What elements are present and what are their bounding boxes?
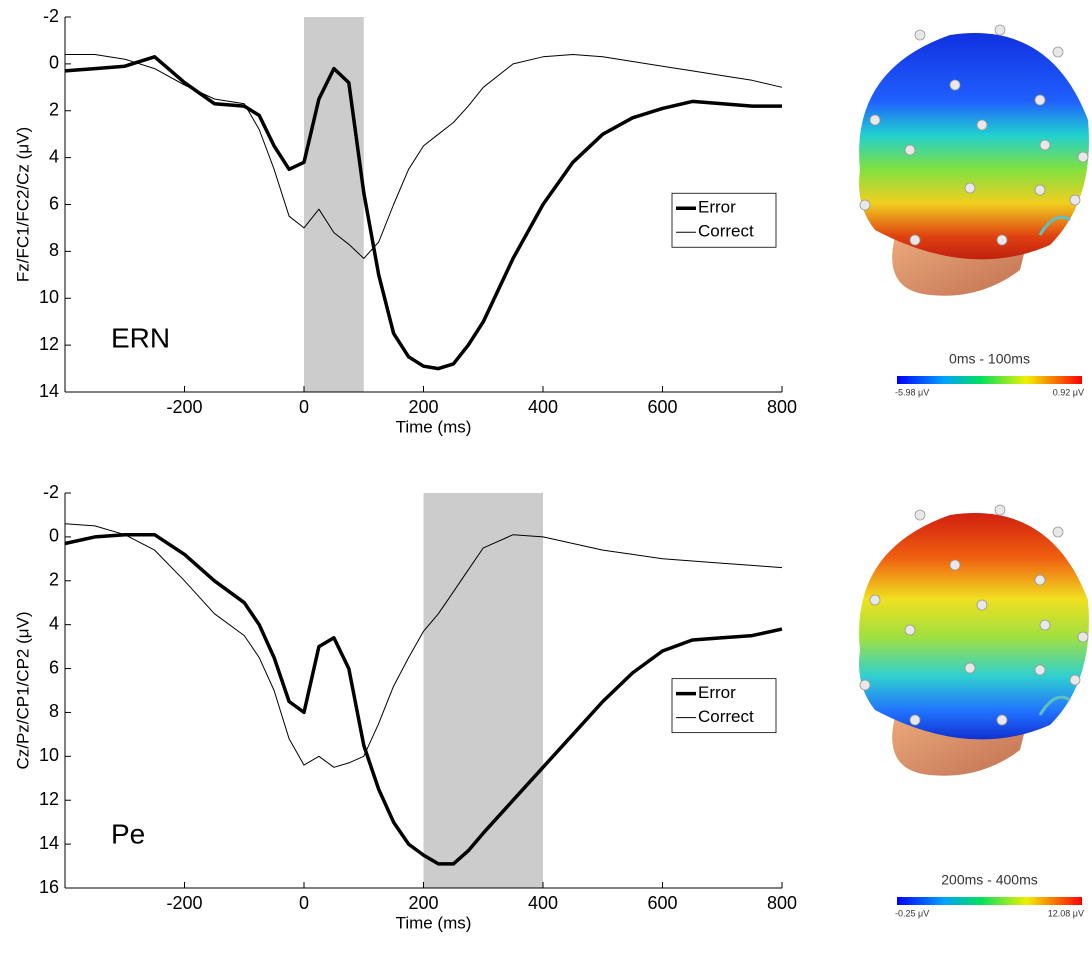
electrode xyxy=(1052,526,1064,538)
x-tick-label: 400 xyxy=(528,893,558,913)
y-tick-label: 14 xyxy=(39,381,59,401)
x-tick-label: 600 xyxy=(647,893,677,913)
electrode xyxy=(1034,184,1046,196)
x-axis-label: Time (ms) xyxy=(396,417,472,436)
electrode xyxy=(976,599,988,611)
y-tick-label: 0 xyxy=(49,526,59,546)
series-line xyxy=(64,532,783,866)
colorbar-max: 0.92 μV xyxy=(1053,387,1084,397)
legend-box xyxy=(671,678,777,734)
head-ear xyxy=(1038,695,1071,716)
electrode xyxy=(1052,46,1064,58)
electrode xyxy=(1039,139,1051,151)
legend-label: Error xyxy=(698,683,736,702)
legend-label: Correct xyxy=(698,222,754,241)
electrode xyxy=(994,504,1006,516)
y-tick-label: 2 xyxy=(49,570,59,590)
y-tick-label: 10 xyxy=(39,287,59,307)
colorbar-min: -5.98 μV xyxy=(895,387,929,397)
electrode xyxy=(976,119,988,131)
y-axis-label: Fz/FC1/FC2/Cz (μV) xyxy=(13,127,32,282)
colorbar-min: -0.25 μV xyxy=(895,908,929,918)
x-tick-label: 800 xyxy=(767,893,797,913)
y-tick-label: 10 xyxy=(39,745,59,765)
head-scalp xyxy=(859,33,1089,260)
electrode xyxy=(964,662,976,674)
topomap-head xyxy=(859,24,1089,296)
electrode xyxy=(1077,631,1089,643)
electrode xyxy=(994,24,1006,36)
series-line xyxy=(64,55,782,371)
y-tick-label: -2 xyxy=(43,482,59,502)
topomap-head xyxy=(859,504,1089,776)
x-axis-label: Time (ms) xyxy=(396,913,472,932)
y-tick-label: 8 xyxy=(49,701,59,721)
electrode xyxy=(1069,674,1081,686)
x-tick-label: 600 xyxy=(647,397,677,417)
x-tick-label: 0 xyxy=(299,397,309,417)
legend-box xyxy=(671,192,777,248)
x-tick-label: 200 xyxy=(408,893,438,913)
annotation: Pe xyxy=(111,818,145,849)
x-tick-label: 400 xyxy=(528,397,558,417)
electrode xyxy=(909,714,921,726)
electrode xyxy=(869,594,881,606)
electrode xyxy=(859,679,871,691)
y-tick-label: 4 xyxy=(49,146,59,166)
y-tick-label: 6 xyxy=(49,657,59,677)
y-tick-label: 12 xyxy=(39,789,59,809)
y-tick-label: 8 xyxy=(49,240,59,260)
x-tick-label: 200 xyxy=(408,397,438,417)
y-tick-label: 16 xyxy=(39,877,59,897)
shaded-window xyxy=(423,493,543,888)
electrode xyxy=(914,29,926,41)
electrode xyxy=(1039,619,1051,631)
annotation: ERN xyxy=(111,322,170,353)
series-line xyxy=(64,523,783,768)
y-tick-label: -2 xyxy=(43,6,59,26)
electrode xyxy=(904,144,916,156)
y-tick-label: 14 xyxy=(39,833,59,853)
electrode xyxy=(964,182,976,194)
x-tick-label: 800 xyxy=(767,397,797,417)
head-scalp xyxy=(859,513,1089,740)
electrode xyxy=(1034,94,1046,106)
legend-label: Correct xyxy=(698,707,754,726)
shaded-window xyxy=(304,17,364,392)
electrode xyxy=(904,624,916,636)
y-tick-label: 0 xyxy=(49,53,59,73)
electrode xyxy=(909,234,921,246)
colorbar-title: 0ms - 100ms xyxy=(949,351,1030,367)
y-axis-label: Cz/Pz/CP1/CP2 (μV) xyxy=(13,611,32,769)
electrode xyxy=(949,79,961,91)
y-tick-label: 12 xyxy=(39,334,59,354)
electrode xyxy=(1069,194,1081,206)
electrode xyxy=(949,559,961,571)
series-line xyxy=(65,54,783,259)
head-ear xyxy=(1038,215,1071,236)
legend-label: Error xyxy=(698,198,736,217)
electrode xyxy=(996,234,1008,246)
y-tick-label: 2 xyxy=(49,100,59,120)
electrode xyxy=(1077,151,1089,163)
electrode xyxy=(996,714,1008,726)
colorbar-title: 200ms - 400ms xyxy=(941,872,1037,888)
colorbar-max: 12.08 μV xyxy=(1048,908,1084,918)
y-tick-label: 4 xyxy=(49,613,59,633)
colorbar xyxy=(897,897,1082,905)
electrode xyxy=(1034,664,1046,676)
electrode xyxy=(914,509,926,521)
y-tick-label: 6 xyxy=(49,193,59,213)
electrode xyxy=(1034,574,1046,586)
x-tick-label: 0 xyxy=(299,893,309,913)
x-tick-label: -200 xyxy=(166,893,202,913)
x-tick-label: -200 xyxy=(166,397,202,417)
colorbar xyxy=(897,376,1082,384)
electrode xyxy=(869,114,881,126)
electrode xyxy=(859,199,871,211)
